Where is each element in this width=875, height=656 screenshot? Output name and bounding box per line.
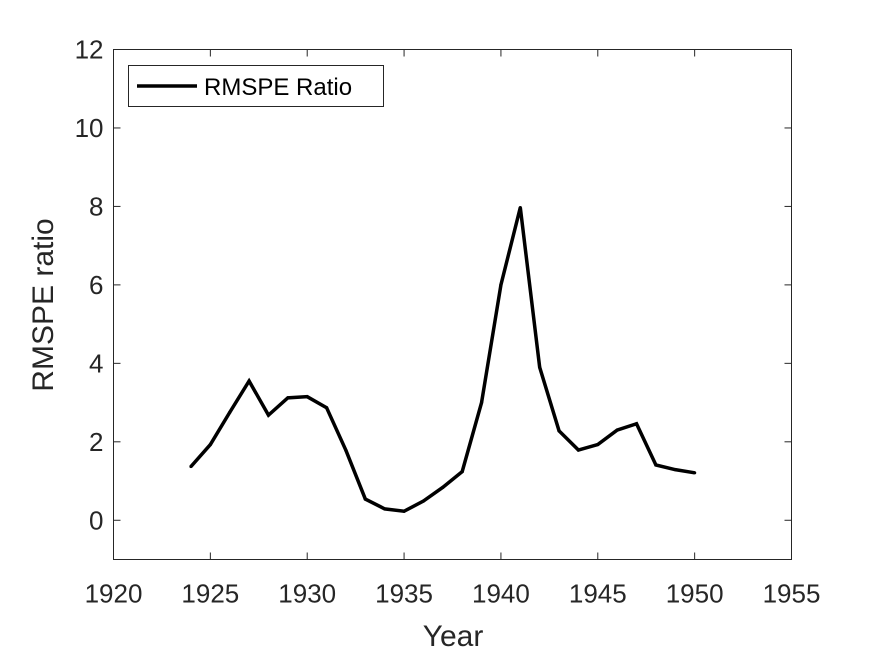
y-tick-label: 12 bbox=[75, 35, 104, 65]
y-tick-label: 8 bbox=[89, 191, 103, 221]
data-point bbox=[538, 365, 542, 369]
y-tick-label: 4 bbox=[89, 348, 103, 378]
data-point bbox=[344, 448, 348, 453]
x-axis-title: Year bbox=[423, 620, 484, 653]
data-point bbox=[673, 468, 677, 472]
x-tick-label: 1930 bbox=[278, 579, 336, 609]
data-point bbox=[402, 509, 406, 513]
x-tick-label: 1920 bbox=[85, 579, 143, 609]
data-point bbox=[286, 396, 290, 400]
data-point bbox=[247, 379, 251, 383]
data-point bbox=[576, 448, 581, 452]
data-point bbox=[363, 497, 367, 501]
data-point bbox=[208, 442, 212, 447]
series-points bbox=[189, 206, 697, 513]
data-point bbox=[421, 499, 426, 503]
data-point bbox=[596, 442, 600, 447]
x-tick-label: 1940 bbox=[472, 579, 530, 609]
data-point bbox=[266, 413, 271, 417]
data-point bbox=[693, 471, 697, 475]
y-tick-label: 0 bbox=[89, 505, 103, 535]
plot-frame bbox=[113, 49, 792, 560]
legend: RMSPE Ratio bbox=[128, 65, 384, 107]
y-tick-label: 6 bbox=[89, 270, 103, 300]
data-point bbox=[228, 410, 232, 414]
legend-label: RMSPE Ratio bbox=[204, 74, 352, 101]
data-point bbox=[189, 464, 193, 469]
data-point bbox=[324, 406, 329, 410]
x-tick-label: 1955 bbox=[763, 579, 821, 609]
data-point bbox=[305, 395, 309, 399]
y-tick-labels: 0 2 4 6 8 10 12 bbox=[75, 35, 104, 536]
x-tick-label: 1935 bbox=[375, 579, 433, 609]
data-point bbox=[634, 422, 639, 426]
y-axis-title: RMSPE ratio bbox=[27, 218, 60, 391]
data-point bbox=[460, 470, 464, 474]
data-point bbox=[518, 206, 522, 210]
y-tick-label: 10 bbox=[75, 113, 104, 143]
x-tick-label: 1925 bbox=[181, 579, 239, 609]
data-point bbox=[479, 400, 484, 405]
data-point bbox=[615, 428, 619, 432]
x-tick-label: 1945 bbox=[569, 579, 627, 609]
data-point bbox=[557, 429, 561, 433]
data-point bbox=[383, 507, 387, 511]
data-point bbox=[654, 463, 658, 467]
x-tick-label: 1950 bbox=[666, 579, 724, 609]
data-point bbox=[499, 283, 503, 287]
plot-area bbox=[113, 49, 792, 560]
x-tick-labels: 1920 1925 1930 1935 1940 1945 1950 1955 bbox=[85, 579, 821, 609]
data-point bbox=[441, 485, 445, 489]
y-tick-label: 2 bbox=[89, 427, 103, 457]
